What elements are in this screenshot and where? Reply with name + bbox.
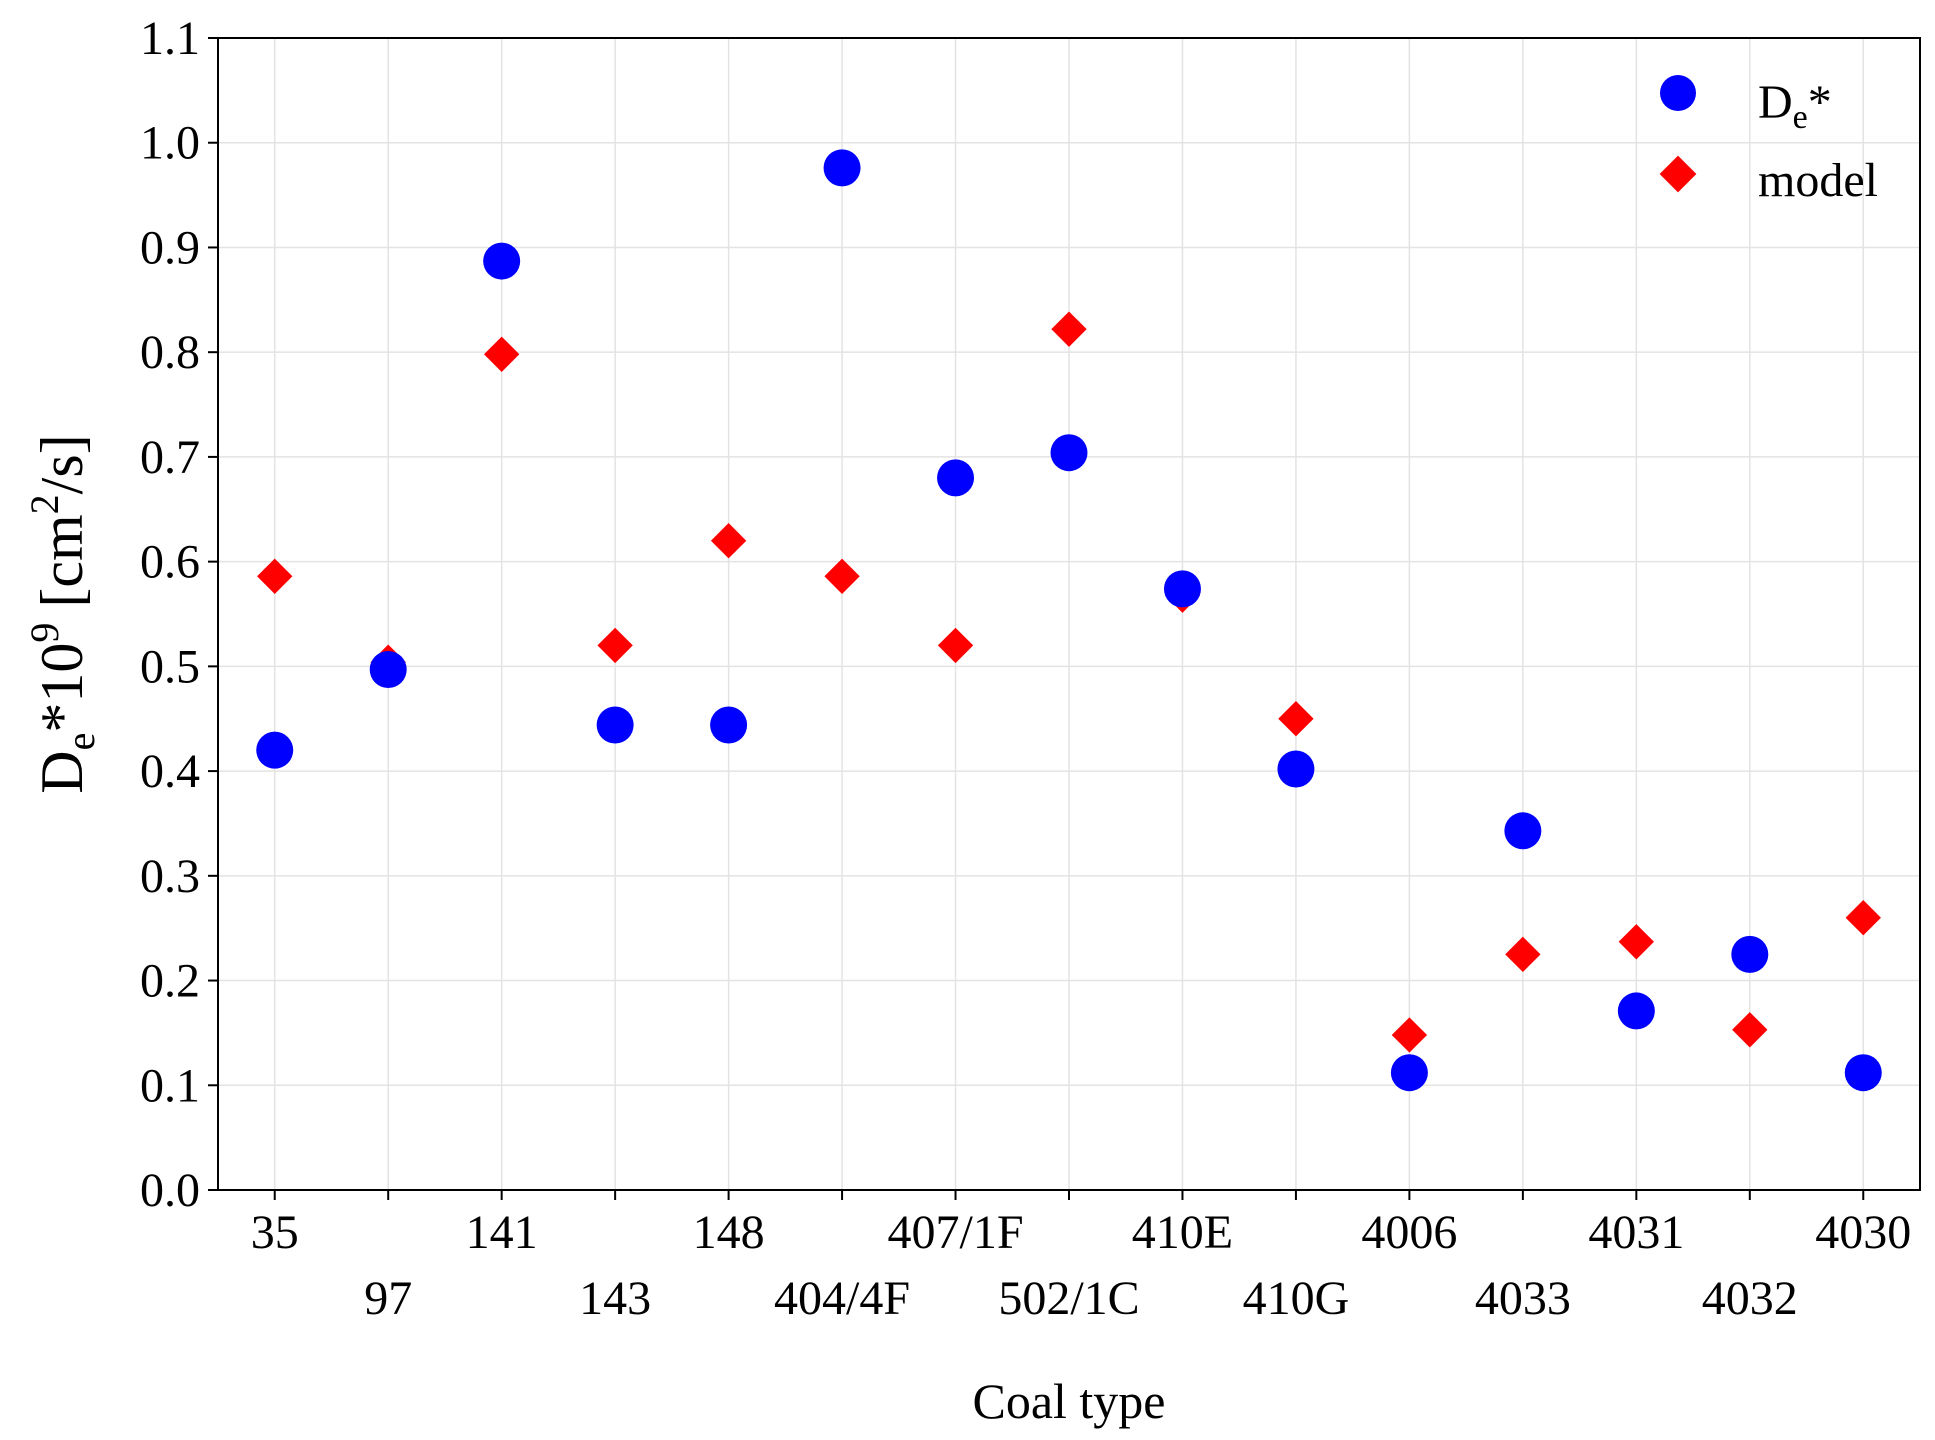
model-data-point bbox=[1732, 1012, 1768, 1048]
x-tick-label: 4030 bbox=[1815, 1206, 1911, 1259]
model-data-point bbox=[257, 558, 293, 594]
x-tick-label: 143 bbox=[579, 1272, 651, 1325]
y-label-mid: *10 bbox=[29, 643, 95, 733]
model-data-point bbox=[710, 523, 747, 559]
de-data-point bbox=[596, 706, 634, 744]
x-tick-label: 141 bbox=[466, 1206, 538, 1259]
de-data-point bbox=[710, 706, 748, 744]
y-tick-label: 0.4 bbox=[140, 745, 200, 798]
x-tick-label: 4032 bbox=[1702, 1272, 1798, 1325]
x-tick-label: 4033 bbox=[1475, 1272, 1571, 1325]
x-tick-label: 97 bbox=[364, 1272, 412, 1325]
y-label-unit-start: [cm bbox=[29, 514, 95, 622]
x-tick-label: 502/1C bbox=[998, 1272, 1139, 1325]
x-tick-label: 410G bbox=[1243, 1272, 1350, 1325]
de-data-point bbox=[1277, 750, 1315, 788]
model-data-point bbox=[1618, 924, 1655, 960]
de-data-point bbox=[1390, 1054, 1428, 1092]
de-data-point bbox=[1163, 570, 1201, 608]
legend-de-main: D bbox=[1758, 76, 1793, 129]
model-data-point bbox=[1505, 936, 1541, 973]
legend-de-star: * bbox=[1808, 76, 1832, 129]
legend-label-model: model bbox=[1758, 154, 1878, 207]
legend-diamond-marker bbox=[1659, 155, 1697, 193]
y-label-unit-sup: 2 bbox=[22, 494, 67, 514]
de-data-point bbox=[1050, 434, 1088, 472]
y-tick-label: 1.0 bbox=[140, 117, 200, 170]
y-label-sup: 9 bbox=[22, 623, 67, 643]
de-data-point bbox=[369, 651, 407, 689]
y-tick-label: 1.1 bbox=[140, 12, 200, 65]
model-data-point bbox=[1278, 701, 1314, 737]
de-data-point bbox=[937, 459, 975, 497]
x-tick-label: 4006 bbox=[1361, 1206, 1457, 1259]
legend-de-sub: e bbox=[1793, 99, 1808, 136]
y-tick-label: 0.0 bbox=[140, 1164, 200, 1217]
y-tick-label: 0.5 bbox=[140, 640, 200, 693]
x-axis-label: Coal type bbox=[972, 1373, 1165, 1429]
x-tick-label: 35 bbox=[251, 1206, 299, 1259]
legend-circle-marker bbox=[1660, 75, 1696, 111]
y-tick-label: 0.7 bbox=[140, 431, 200, 484]
y-label-sub: e bbox=[58, 733, 103, 751]
model-data-point bbox=[1845, 900, 1881, 936]
de-data-point bbox=[1504, 812, 1542, 850]
legend: De* model bbox=[1659, 75, 1878, 207]
x-tick-label: 410E bbox=[1132, 1206, 1233, 1259]
de-data-point bbox=[823, 149, 861, 187]
model-data-point bbox=[597, 627, 633, 664]
y-axis-ticks: 0.0 0.1 0.2 0.3 0.4 0.5 0.6 0.7 0.8 0.9 1.0 1.1 bbox=[140, 12, 218, 1217]
y-tick-label: 0.2 bbox=[140, 955, 200, 1008]
x-tick-label: 407/1F bbox=[888, 1206, 1024, 1259]
de-data-point bbox=[1731, 935, 1769, 973]
x-tick-label: 4031 bbox=[1588, 1206, 1684, 1259]
y-tick-label: 0.6 bbox=[140, 536, 200, 589]
y-tick-label: 0.3 bbox=[140, 850, 200, 903]
model-data-point bbox=[937, 627, 974, 664]
y-axis-label: De*109 [cm2/s] bbox=[22, 434, 103, 793]
de-data-point bbox=[483, 242, 521, 280]
y-tick-label: 0.9 bbox=[140, 221, 200, 274]
y-tick-label: 0.8 bbox=[140, 326, 200, 379]
de-data-point bbox=[1617, 992, 1655, 1030]
x-axis-ticks: 3597141143148404/4F407/1F502/1C410E410G4… bbox=[251, 1190, 1911, 1325]
x-tick-label: 404/4F bbox=[774, 1272, 910, 1325]
legend-label-de: De* bbox=[1758, 76, 1832, 136]
de-data-point bbox=[256, 731, 294, 769]
y-label-main: D bbox=[29, 750, 95, 793]
de-data-point bbox=[1844, 1054, 1882, 1092]
y-label-unit-end: /s] bbox=[29, 434, 95, 494]
y-tick-label: 0.1 bbox=[140, 1059, 200, 1112]
x-tick-label: 148 bbox=[693, 1206, 765, 1259]
model-data-point bbox=[824, 558, 860, 594]
